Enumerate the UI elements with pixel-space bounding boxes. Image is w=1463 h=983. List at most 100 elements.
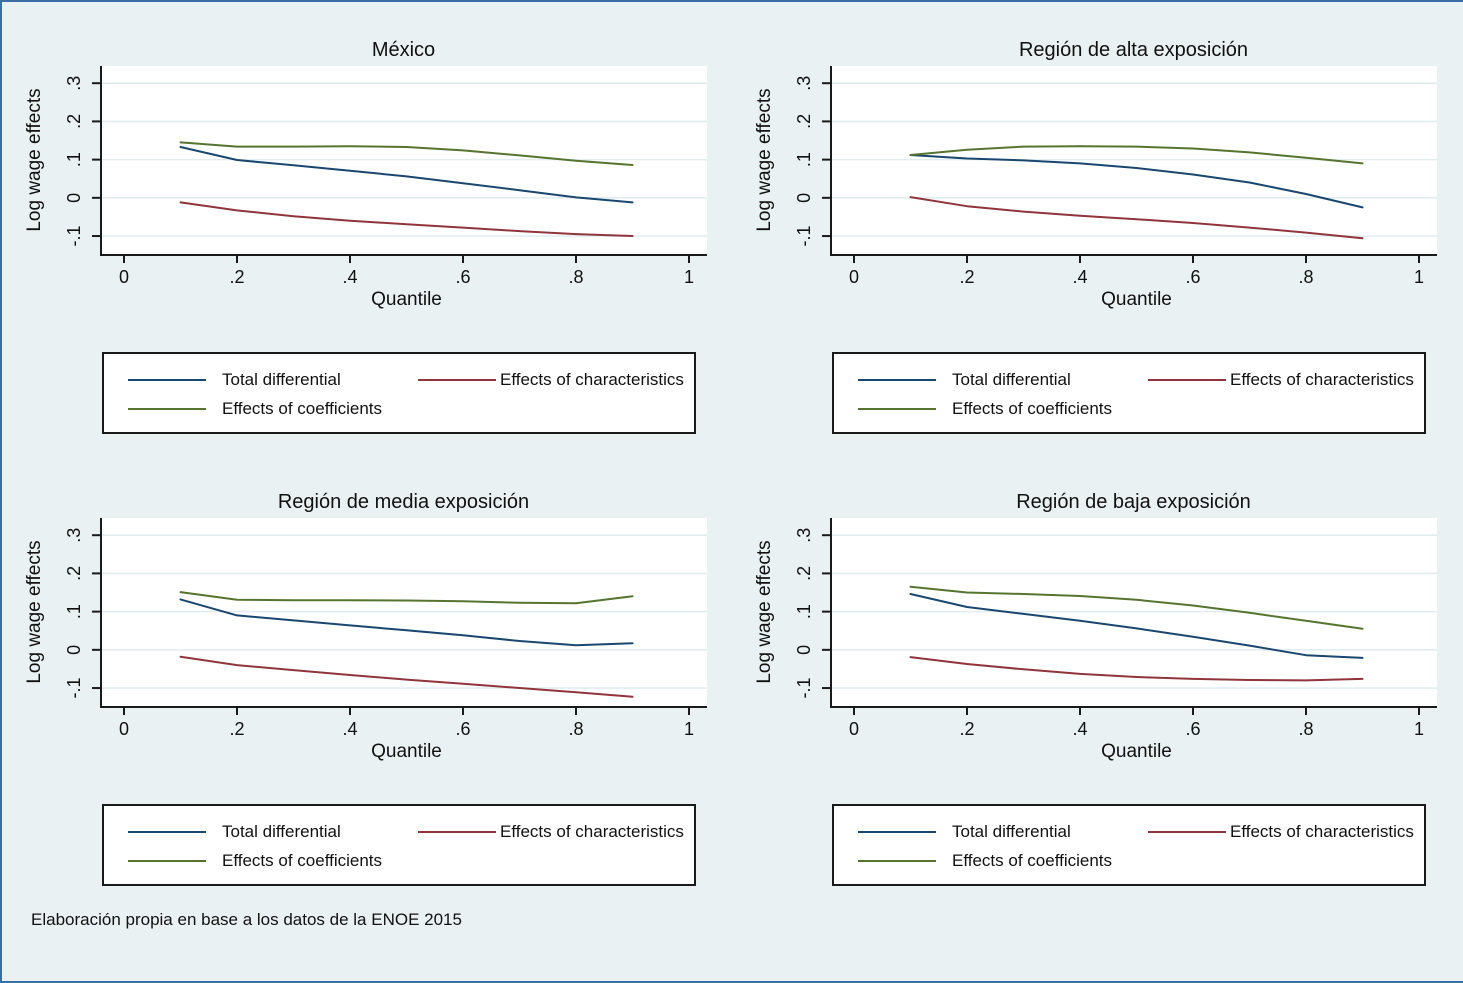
y-tick-label: 0 (64, 193, 84, 203)
panel-title: Región de media exposición (277, 491, 530, 513)
chart-plot-m-xico: .3 .2 .1 0 -.1 Log wage effects 0 .2 .4 .6 .8 1 Quan… (24, 66, 707, 310)
line-effects-of-coefficients (179, 141, 634, 166)
x-tick-label: .8 (568, 719, 583, 739)
legend-swatch-effects-of-characteristics (418, 378, 496, 381)
x-tick-label: .2 (229, 267, 244, 287)
y-tick-label: -.1 (64, 678, 84, 699)
x-tick-label: .6 (1185, 719, 1200, 739)
y-tick-label: .3 (794, 528, 814, 543)
legend-label-effects-of-characteristics: Effects of characteristics (1230, 369, 1414, 389)
legend-label-total-differential: Total differential (222, 369, 341, 389)
legend-swatch-total-differential (128, 830, 206, 833)
x-axis-label: Quantile (371, 289, 442, 310)
y-tick-label: .2 (794, 566, 814, 581)
line-total-differential (179, 598, 634, 647)
legend-row: Effects of coefficients (834, 394, 1424, 423)
y-axis-label: Log wage effects (754, 88, 775, 231)
legend-row: Total differential Effects of characteris… (104, 365, 694, 394)
legend-label-effects-of-coefficients: Effects of coefficients (952, 398, 1113, 418)
y-tick-label: .3 (64, 76, 84, 91)
x-tick-label: .8 (568, 267, 583, 287)
line-effects-of-characteristics (909, 656, 1364, 682)
panels-grid: México .3 .2 .1 0 -.1 Log wage effects 0 .2 .4 .6.… (2, 2, 1463, 886)
legend-label-effects-of-coefficients: Effects of coefficients (222, 850, 383, 870)
y-tick-label: .1 (794, 604, 814, 619)
legend-label-total-differential: Total differential (952, 369, 1071, 389)
x-tick-label: 1 (684, 719, 694, 739)
legend-swatch-total-differential (128, 378, 206, 381)
x-tick-label: .2 (959, 719, 974, 739)
y-tick-label: 0 (794, 193, 814, 203)
chart-plot-regi-n-de-baja-exposici-n: .3 .2 .1 0 -.1 Log wage effects 0 .2 .4 .6 .8 1 Quan… (754, 518, 1437, 762)
x-axis-label: Quantile (371, 741, 442, 762)
x-tick-label: 0 (119, 267, 129, 287)
y-tick-label: .1 (794, 152, 814, 167)
legend-label-effects-of-characteristics: Effects of characteristics (500, 369, 684, 389)
x-tick-label: .2 (229, 719, 244, 739)
legend-row: Effects of coefficients (834, 846, 1424, 875)
legend-label-effects-of-characteristics: Effects of characteristics (1230, 821, 1414, 841)
y-tick-label: .1 (64, 152, 84, 167)
legend-box: Total differential Effects of characteris… (832, 804, 1426, 886)
x-axis-label: Quantile (1101, 289, 1172, 310)
x-tick-label: .4 (342, 719, 357, 739)
line-effects-of-coefficients (909, 145, 1364, 165)
x-tick-label: .6 (455, 719, 470, 739)
legend-row: Effects of coefficients (104, 394, 694, 423)
legend-box: Total differential Effects of characteris… (832, 352, 1426, 434)
y-tick-label: .2 (64, 566, 84, 581)
x-tick-label: 1 (684, 267, 694, 287)
legend-label-effects-of-coefficients: Effects of coefficients (222, 398, 383, 418)
legend-label-total-differential: Total differential (222, 821, 341, 841)
legend-box: Total differential Effects of characteris… (102, 804, 696, 886)
line-effects-of-characteristics (179, 655, 634, 698)
y-tick-label: 0 (64, 645, 84, 655)
panel-title: México (371, 39, 436, 61)
y-tick-label: -.1 (794, 226, 814, 247)
y-tick-label: .3 (794, 76, 814, 91)
legend-label-effects-of-coefficients: Effects of coefficients (952, 850, 1113, 870)
line-effects-of-coefficients (909, 585, 1364, 630)
legend-row: Effects of coefficients (104, 846, 694, 875)
x-tick-label: 0 (119, 719, 129, 739)
y-axis-label: Log wage effects (754, 540, 775, 683)
x-tick-label: .4 (1072, 719, 1087, 739)
line-effects-of-coefficients (179, 591, 634, 605)
x-tick-label: .8 (1298, 719, 1313, 739)
legend-swatch-effects-of-characteristics (1148, 378, 1226, 381)
x-tick-label: .6 (1185, 267, 1200, 287)
x-tick-label: 0 (849, 267, 859, 287)
x-tick-label: .8 (1298, 267, 1313, 287)
line-total-differential (909, 593, 1364, 659)
chart-panel-regi-n-de-baja-exposici-n: Región de baja exposición .3 .2 .1 0 -.1 Log w… (732, 434, 1462, 886)
legend-swatch-total-differential (858, 378, 936, 381)
legend-swatch-effects-of-characteristics (1148, 830, 1226, 833)
panel-title: Región de baja exposición (1016, 491, 1251, 513)
legend-swatch-effects-of-coefficients (858, 859, 936, 862)
x-tick-label: .4 (342, 267, 357, 287)
chart-plot-regi-n-de-media-exposici-n: .3 .2 .1 0 -.1 Log wage effects 0 .2 .4 .6 .8 1 Quan… (24, 518, 707, 762)
legend-row: Total differential Effects of characteris… (104, 817, 694, 846)
y-tick-label: 0 (794, 645, 814, 655)
x-tick-label: 0 (849, 719, 859, 739)
chart-panel-regi-n-de-alta-exposici-n: Región de alta exposición .3 .2 .1 0 -.1 Log w… (732, 2, 1462, 434)
line-effects-of-characteristics (909, 196, 1364, 240)
y-tick-label: .3 (64, 528, 84, 543)
x-tick-label: .4 (1072, 267, 1087, 287)
y-axis-label: Log wage effects (24, 88, 45, 231)
x-tick-label: .6 (455, 267, 470, 287)
y-tick-label: -.1 (64, 226, 84, 247)
line-effects-of-characteristics (179, 201, 634, 237)
x-axis-label: Quantile (1101, 741, 1172, 762)
legend-swatch-effects-of-coefficients (128, 407, 206, 410)
line-total-differential (909, 154, 1364, 209)
y-tick-label: .2 (794, 114, 814, 129)
legend-swatch-effects-of-coefficients (858, 407, 936, 410)
legend-row: Total differential Effects of characteris… (834, 817, 1424, 846)
y-tick-label: -.1 (794, 678, 814, 699)
y-axis-label: Log wage effects (24, 540, 45, 683)
legend-row: Total differential Effects of characteris… (834, 365, 1424, 394)
panel-title: Región de alta exposición (1018, 39, 1249, 61)
legend-label-total-differential: Total differential (952, 821, 1071, 841)
